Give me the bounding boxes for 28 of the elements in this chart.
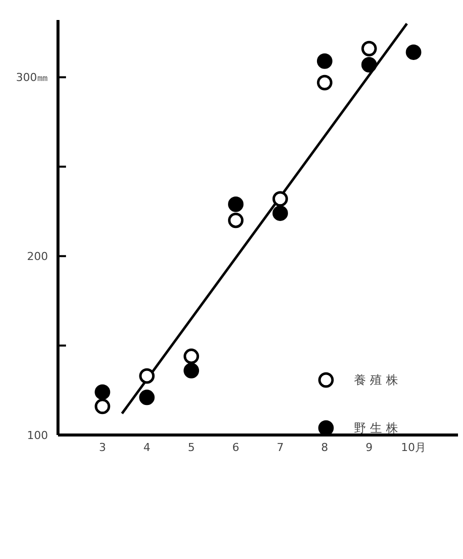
- point: [361, 40, 377, 56]
- point: [361, 56, 377, 72]
- x-tick-label: 4: [143, 440, 150, 454]
- point: [94, 384, 110, 400]
- point: [228, 212, 244, 228]
- point: [184, 362, 200, 378]
- point: [139, 390, 155, 406]
- legend-label: 養殖株: [354, 372, 402, 388]
- point: [272, 191, 288, 207]
- x-tick-label: 9: [366, 440, 373, 454]
- x-tick-label: 3: [98, 440, 106, 454]
- x-tick-label: 5: [188, 440, 195, 454]
- point: [316, 53, 332, 69]
- x-tick-label: 7: [276, 440, 284, 454]
- point: [316, 74, 332, 90]
- x-tick-label: 8: [321, 440, 328, 454]
- point: [406, 44, 422, 60]
- point: [228, 196, 244, 212]
- point: [139, 368, 155, 384]
- point: [94, 398, 110, 414]
- y-tick-label: 200: [27, 250, 48, 264]
- point: [272, 205, 288, 221]
- point: [184, 348, 200, 364]
- x-tick-label: 6: [232, 440, 240, 454]
- y-tick-label: 300㎜: [16, 71, 48, 84]
- x-tick-label: 10月: [401, 440, 426, 454]
- y-tick-label: 100: [27, 428, 48, 442]
- legend-label: 野生株: [354, 420, 402, 436]
